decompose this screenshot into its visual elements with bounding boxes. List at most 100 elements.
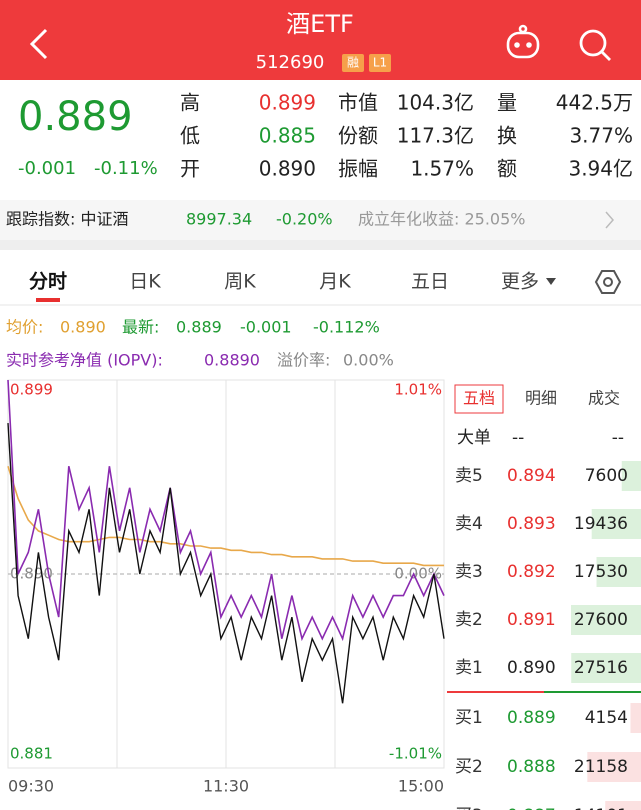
more-arrow: [546, 278, 556, 285]
tab[interactable]: 周K: [224, 271, 256, 293]
book-volume: 21158: [574, 757, 628, 777]
tab[interactable]: 分时: [29, 271, 67, 293]
stat-value: 1.57%: [410, 157, 474, 181]
book-price: 0.894: [507, 466, 556, 486]
stat-label: 振幅: [338, 157, 378, 181]
stat-label: 份额: [338, 124, 378, 148]
settings-icon[interactable]: [594, 270, 622, 294]
y2-tick-label: -1.01%: [389, 745, 442, 763]
tracking-pct: -0.20%: [276, 210, 333, 229]
avg-line: [7, 465, 444, 567]
volume-bar: [621, 461, 641, 491]
book-price: 0.888: [507, 757, 556, 777]
tracking-value: 8997.34: [186, 210, 252, 229]
y2-tick-label: 1.01%: [394, 381, 442, 399]
tracking-annual: 成立年化收益: 25.05%: [358, 210, 526, 229]
book-label: 卖5: [455, 466, 483, 486]
latest-pct: -0.112%: [313, 318, 380, 337]
stat-label: 量: [497, 91, 517, 115]
book-volume: 4154: [585, 708, 628, 728]
book-price: 0.891: [507, 610, 556, 630]
book-tab[interactable]: 五档: [463, 389, 495, 408]
change: -0.001: [18, 158, 76, 179]
back-button[interactable]: [29, 28, 48, 60]
x-tick-label: 15:00: [398, 777, 444, 796]
latest-change: -0.001: [240, 318, 292, 337]
tracking-label: 跟踪指数: 中证酒: [6, 210, 128, 229]
stat-label: 开: [180, 157, 200, 181]
stat-label: 额: [497, 157, 517, 181]
book-volume: 17530: [574, 562, 628, 582]
book-label: 卖3: [455, 562, 483, 582]
volume-bar: [630, 703, 641, 733]
stat-value: 0.899: [259, 91, 316, 115]
book-label: 卖2: [455, 610, 483, 630]
book-tab[interactable]: 明细: [525, 389, 557, 408]
book-volume: 7600: [585, 466, 628, 486]
tab[interactable]: 五日: [411, 271, 449, 293]
stat-value: 442.5万: [556, 91, 633, 115]
iopv-line: [7, 379, 445, 642]
gap: [0, 240, 641, 250]
avg-value: 0.890: [60, 318, 106, 337]
tracking-bg[interactable]: [0, 200, 641, 240]
badge: L1: [373, 56, 387, 70]
stat-label: 低: [180, 124, 200, 148]
big-buy: --: [512, 428, 524, 448]
y-tick-label: 0.899: [10, 381, 53, 399]
book-volume: 27600: [574, 610, 628, 630]
volume-bar: [571, 605, 641, 635]
price-line: [7, 423, 445, 704]
search-icon[interactable]: [579, 29, 611, 61]
stat-label: 换: [497, 124, 517, 148]
tab[interactable]: 更多: [501, 271, 539, 293]
premium-value: 0.00%: [343, 351, 394, 370]
book-label: 买1: [455, 708, 483, 728]
code: 512690: [256, 52, 325, 73]
tab[interactable]: 日K: [129, 271, 161, 293]
book-label: 卖4: [455, 514, 483, 534]
book-label: 卖1: [455, 658, 483, 678]
stat-value: 3.77%: [569, 124, 633, 148]
book-label: 买3: [455, 806, 483, 810]
volume-bar: [596, 557, 641, 587]
iopv-value: 0.8890: [204, 351, 260, 370]
book-volume: 19436: [574, 514, 628, 534]
book-tab-frame: [454, 384, 504, 414]
y-tick-label: 0.881: [10, 745, 53, 763]
avg-label: 均价:: [6, 318, 43, 337]
price: 0.889: [18, 94, 133, 140]
tab[interactable]: 月K: [319, 271, 351, 293]
badge-bg: [342, 54, 364, 72]
book-price: 0.892: [507, 562, 556, 582]
book-volume: 14101: [574, 806, 628, 810]
book-tab[interactable]: 成交: [588, 389, 620, 408]
x-tick-label: 09:30: [8, 777, 54, 796]
volume-bar: [591, 509, 641, 539]
y2-tick-label: 0.00%: [394, 565, 442, 583]
stat-label: 市值: [338, 91, 378, 115]
volume-bar: [605, 801, 641, 810]
book-price: 0.887: [507, 806, 556, 810]
stat-value: 0.890: [259, 157, 316, 181]
latest-label: 最新:: [122, 318, 159, 337]
latest-value: 0.889: [176, 318, 222, 337]
book-label: 买2: [455, 757, 483, 777]
badge-bg: [369, 54, 391, 72]
big-sell: --: [612, 428, 624, 448]
stat-value: 104.3亿: [397, 91, 474, 115]
robot-icon[interactable]: [506, 24, 540, 59]
stat-value: 117.3亿: [397, 124, 474, 148]
tab-indicator: [36, 298, 60, 302]
book-price: 0.889: [507, 708, 556, 728]
stat-label: 高: [180, 91, 200, 115]
x-tick-label: 11:30: [203, 777, 249, 796]
chevron: [605, 211, 614, 229]
badge: 融: [347, 56, 359, 70]
change-pct: -0.11%: [94, 158, 158, 179]
volume-bar: [571, 653, 641, 683]
premium-label: 溢价率:: [277, 351, 330, 370]
header-bg: [0, 0, 641, 80]
